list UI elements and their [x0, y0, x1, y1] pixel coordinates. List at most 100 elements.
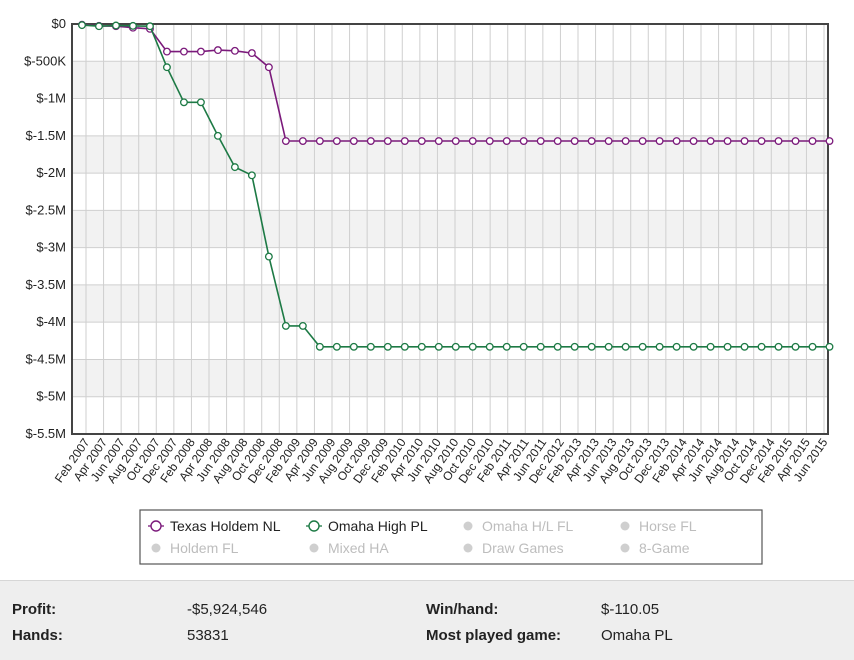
series-2: [78, 21, 834, 351]
data-point: [451, 137, 460, 145]
data-point: [485, 342, 494, 351]
data-point: [213, 131, 222, 140]
data-point: [383, 137, 392, 145]
data-point: [621, 137, 630, 145]
profit-label: Profit:: [12, 601, 57, 618]
data-point: [638, 342, 647, 351]
plot-band: [72, 135, 828, 174]
data-point: [791, 137, 800, 145]
data-point: [655, 342, 664, 351]
data-point: [570, 137, 579, 145]
data-point: [400, 342, 409, 351]
data-point: [315, 342, 324, 351]
legend-item-label: Texas Holdem NL: [170, 518, 281, 534]
data-point: [281, 321, 290, 330]
data-point: [825, 137, 834, 145]
legend-marker: [309, 543, 319, 553]
data-point: [281, 137, 290, 145]
legend: Texas Holdem NL Omaha High PL Omaha H/L FL…: [139, 509, 763, 565]
legend-box: [139, 509, 763, 565]
legend-marker: [150, 520, 162, 532]
hands-label: Hands:: [12, 627, 63, 644]
data-point: [553, 342, 562, 351]
data-point: [587, 342, 596, 351]
data-point: [468, 342, 477, 351]
data-point: [791, 342, 800, 351]
legend-marker: [463, 521, 473, 531]
data-point: [400, 137, 409, 145]
data-point: [196, 98, 205, 107]
data-point: [706, 342, 715, 351]
data-point: [774, 342, 783, 351]
data-point: [162, 63, 171, 72]
data-point: [179, 98, 188, 107]
y-tick-label: $-2M: [36, 165, 66, 180]
data-point: [95, 22, 103, 31]
data-point: [587, 137, 596, 145]
data-point: [264, 63, 273, 72]
data-point: [349, 342, 358, 351]
y-tick-label: $-3.5M: [26, 277, 66, 292]
data-point: [519, 137, 528, 145]
data-point: [332, 137, 341, 145]
data-point: [740, 137, 749, 145]
data-point: [808, 342, 817, 351]
data-point: [825, 342, 834, 351]
data-point: [264, 252, 273, 261]
data-point: [366, 137, 375, 145]
legend-marker: [308, 520, 320, 532]
legend-item-label: Horse FL: [639, 518, 697, 534]
data-point: [706, 137, 715, 145]
plot-band: [72, 210, 828, 248]
data-point: [146, 22, 154, 31]
data-point: [723, 342, 732, 351]
data-point: [162, 47, 171, 56]
data-point: [519, 342, 528, 351]
y-tick-label: $-500K: [24, 53, 66, 68]
plot-band: [72, 61, 828, 99]
y-tick-label: $0: [52, 16, 66, 31]
data-point: [230, 163, 239, 172]
data-point: [655, 137, 664, 145]
legend-item-label: Mixed HA: [328, 540, 389, 556]
data-point: [417, 342, 426, 351]
data-point: [621, 342, 630, 351]
legend-marker: [620, 521, 630, 531]
data-point: [502, 137, 511, 145]
data-point: [689, 137, 698, 145]
data-point: [332, 342, 341, 351]
profit-chart: $0 $-500K $-1M $-1.5M $-2M $-2.5M $-3M $-3.5M $-…: [24, 16, 834, 565]
data-point: [112, 21, 120, 30]
data-point: [485, 137, 494, 145]
data-point: [502, 342, 511, 351]
legend-item-label: Omaha H/L FL: [482, 518, 574, 534]
data-point: [808, 137, 817, 145]
y-tick-label: $-4.5M: [26, 351, 66, 366]
data-point: [536, 342, 545, 351]
data-point: [247, 171, 256, 180]
y-tick-label: $-5.5M: [26, 426, 66, 441]
legend-item-label: Draw Games: [482, 540, 564, 556]
data-point: [468, 137, 477, 145]
y-tick-label: $-1.5M: [26, 128, 66, 143]
data-point: [638, 137, 647, 145]
data-point: [298, 137, 307, 145]
plot-band: [72, 359, 828, 397]
most-played-game-value: Omaha PL: [601, 627, 673, 644]
data-point: [740, 342, 749, 351]
data-point: [315, 137, 324, 145]
data-point: [672, 137, 681, 145]
data-point: [213, 46, 222, 55]
data-point: [757, 342, 766, 351]
data-point: [230, 46, 239, 55]
legend-item-label: 8-Game: [639, 540, 690, 556]
data-point: [196, 47, 205, 56]
y-tick-label: $-5M: [36, 389, 66, 404]
legend-item-label: Omaha High PL: [328, 518, 428, 534]
data-point: [689, 342, 698, 351]
win-per-hand-value: $-110.05: [601, 601, 660, 618]
data-point: [536, 137, 545, 145]
hands-value: 53831: [187, 627, 229, 644]
data-point: [349, 137, 358, 145]
data-point: [383, 342, 392, 351]
